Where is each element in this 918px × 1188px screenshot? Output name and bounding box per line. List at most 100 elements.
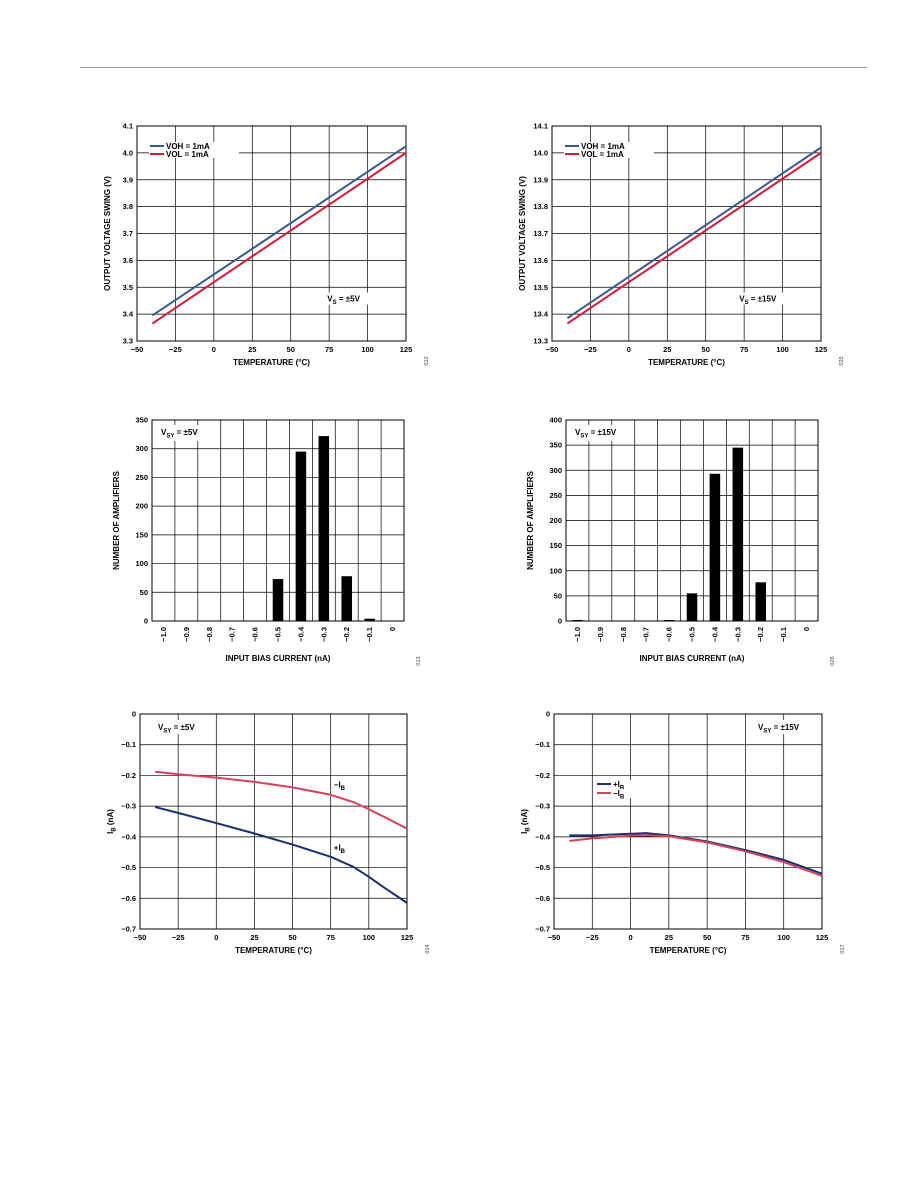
y-tick-label: 13.5 — [533, 283, 548, 292]
x-tick-label: −1.0 — [573, 627, 582, 642]
y-tick-label: −0.2 — [121, 771, 136, 780]
y-tick-label: 400 — [549, 416, 562, 425]
y-tick-label: 3.6 — [123, 256, 133, 265]
x-axis-label: TEMPERATURE (°C) — [648, 358, 725, 367]
y-tick-label: 100 — [135, 559, 148, 568]
figure-code: 026 — [830, 656, 836, 665]
y-tick-label: 200 — [549, 516, 562, 525]
figure-code: 017 — [840, 944, 846, 953]
y-tick-label: −0.4 — [535, 832, 551, 841]
y-tick-label: 3.8 — [123, 202, 133, 211]
y-tick-label: 200 — [135, 502, 148, 511]
x-tick-label: −0.7 — [642, 627, 651, 642]
line-chart-6: −0.7 −0.6 −0.5 −0.4 −0.3 −0.2 −0.1 0 −50 −25 0 25 50… — [520, 710, 846, 956]
x-tick-label: 125 — [815, 345, 828, 354]
bar — [272, 579, 284, 621]
bar — [318, 436, 330, 621]
y-tick-label: 13.7 — [533, 229, 548, 238]
x-axis-label: TEMPERATURE (°C) — [650, 946, 727, 955]
x-tick-label: 125 — [401, 933, 414, 942]
series-line-1 — [155, 770, 408, 830]
x-tick-label: −25 — [584, 345, 597, 354]
annotation-bg — [572, 425, 630, 441]
x-tick-label: −25 — [586, 933, 599, 942]
x-tick-label: 50 — [703, 933, 711, 942]
x-tick-label: −25 — [169, 345, 182, 354]
y-tick-label: 3.3 — [123, 337, 133, 346]
y-tick-label: −0.5 — [535, 863, 550, 872]
bar — [755, 582, 766, 621]
series-annotation: +IB — [334, 844, 346, 856]
y-tick-label: 350 — [549, 441, 562, 450]
y-axis-label: IB (nA) — [106, 809, 118, 834]
x-tick-label: 125 — [400, 345, 413, 354]
plot-frame — [136, 125, 407, 342]
y-tick-label: −0.4 — [121, 832, 137, 841]
y-tick-label: −0.3 — [535, 802, 550, 811]
y-tick-label: −0.5 — [121, 863, 136, 872]
y-tick-label: −0.1 — [535, 740, 550, 749]
legend-bg — [564, 150, 654, 158]
y-tick-label: −0.2 — [535, 771, 550, 780]
bar — [341, 576, 352, 621]
line-chart-5: −0.7 −0.6 −0.5 −0.4 −0.3 −0.2 −0.1 0 −50 −25 0 25 50… — [106, 710, 431, 956]
figure-code: 012 — [424, 356, 430, 365]
y-tick-label: 300 — [549, 466, 562, 475]
y-axis-label: OUTPUT VOLTAGE SWING (V) — [518, 176, 527, 291]
y-tick-label: 14.1 — [533, 122, 548, 131]
y-tick-label: 250 — [549, 491, 562, 500]
x-tick-label: 0 — [627, 345, 631, 354]
y-tick-label: 50 — [140, 588, 148, 597]
x-axis-label: TEMPERATURE (°C) — [235, 946, 312, 955]
x-tick-label: −0.5 — [688, 627, 697, 642]
x-tick-label: 125 — [816, 933, 829, 942]
x-tick-label: 75 — [327, 933, 335, 942]
series-annotation: −IB — [334, 781, 346, 793]
supply-annotation: VSY = ±5V — [161, 428, 198, 440]
x-tick-label: 75 — [741, 933, 749, 942]
y-tick-label: −0.7 — [121, 925, 136, 934]
x-tick-label: 25 — [250, 933, 258, 942]
x-tick-label: 50 — [288, 933, 296, 942]
y-tick-label: 3.5 — [123, 283, 133, 292]
supply-annotation: VSY = ±5V — [158, 723, 195, 735]
x-tick-label: −0.3 — [733, 627, 742, 642]
y-tick-label: −0.3 — [121, 802, 136, 811]
y-tick-label: 100 — [549, 566, 562, 575]
x-tick-label: −0.4 — [710, 626, 719, 642]
x-tick-label: −0.4 — [296, 626, 305, 642]
y-tick-label: 50 — [554, 591, 562, 600]
x-tick-label: −0.8 — [619, 627, 628, 642]
legend-bg — [149, 142, 239, 150]
y-tick-label: 0 — [132, 710, 136, 719]
bar — [572, 619, 583, 621]
series-line-1 — [151, 145, 407, 317]
header-rule — [80, 67, 867, 68]
series-line-2 — [569, 834, 823, 877]
y-tick-label: 4.0 — [123, 148, 133, 157]
y-axis-label: NUMBER OF AMPLIFIERS — [526, 470, 535, 569]
bar — [364, 618, 375, 621]
y-tick-label: 13.8 — [533, 202, 548, 211]
line-chart-2: 13.3 13.4 13.5 13.6 13.7 13.8 13.9 14.0 14.1 −50 −… — [518, 122, 845, 368]
x-tick-label: 100 — [363, 933, 376, 942]
x-tick-label: −25 — [172, 933, 185, 942]
y-tick-label: 250 — [135, 473, 148, 482]
bar — [686, 593, 698, 621]
x-tick-label: 50 — [287, 345, 295, 354]
y-tick-label: −0.6 — [535, 894, 550, 903]
bar — [663, 619, 675, 621]
bar — [732, 447, 744, 621]
figure-code: 013 — [416, 656, 422, 665]
x-tick-label: 0 — [388, 627, 397, 631]
x-tick-label: 0 — [212, 345, 216, 354]
x-tick-label: −50 — [131, 345, 144, 354]
plot-frame — [551, 125, 822, 342]
y-tick-label: 0 — [546, 710, 550, 719]
y-axis-label: IB (nA) — [520, 809, 532, 834]
legend-entry: VOL = 1mA — [166, 150, 209, 159]
y-tick-label: 150 — [549, 541, 562, 550]
bar-chart-3: 0 50 100 150 200 250 300 350 −1.0 −0.9 −0.8 −0.7 −0.… — [112, 416, 422, 666]
x-axis-label: INPUT BIAS CURRENT (nA) — [640, 654, 745, 663]
supply-annotation: VSY = ±15V — [575, 428, 617, 440]
